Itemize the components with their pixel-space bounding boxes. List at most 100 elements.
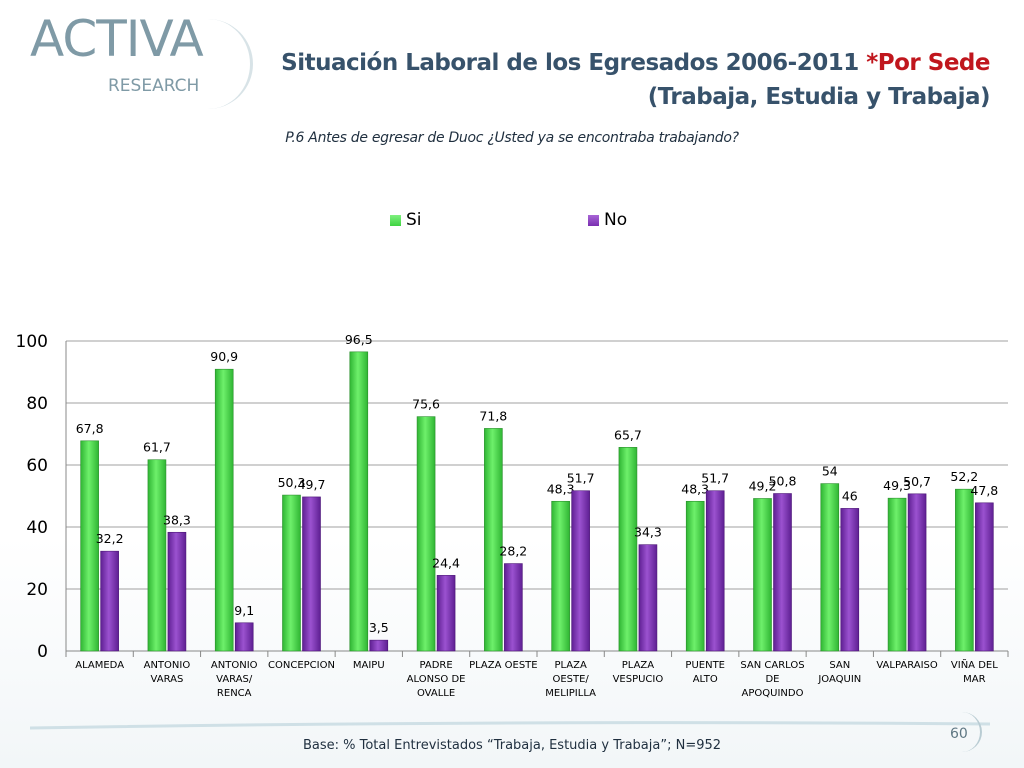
x-category-label: VIÑA DEL — [951, 658, 998, 671]
y-tick-label: 100 — [16, 332, 48, 352]
data-label-no: 3,5 — [369, 620, 389, 635]
bar-si — [551, 500, 570, 652]
legend-item-no: No — [588, 210, 627, 230]
x-category-label: PLAZA OESTE — [469, 660, 538, 671]
bar-no — [705, 490, 725, 652]
x-category-label: DE — [765, 674, 779, 685]
data-label-no: 34,3 — [634, 525, 662, 540]
bar-no — [302, 496, 321, 652]
x-category-label: MAR — [963, 674, 985, 685]
x-category-label: CONCEPCION — [268, 660, 335, 671]
bar-no — [638, 544, 658, 652]
page-number: 60 — [950, 726, 968, 742]
x-category-label: PUENTE — [685, 660, 725, 671]
x-category-label: RENCA — [217, 688, 252, 699]
x-category-label: ANTONIO — [211, 660, 258, 671]
data-label-si: 48,3 — [681, 481, 709, 496]
data-label-no: 46 — [842, 488, 858, 503]
data-label-si: 52,2 — [950, 469, 978, 484]
footer-base-note: Base: % Total Entrevistados “Trabaja, Es… — [302, 738, 722, 753]
title-accent: *Por Sede — [866, 50, 990, 76]
legend-item-si: Si — [390, 210, 422, 230]
data-label-no: 32,2 — [96, 531, 124, 546]
y-tick-label: 0 — [37, 642, 48, 662]
data-label-no: 9,1 — [234, 603, 254, 618]
data-label-si: 67,8 — [76, 421, 104, 436]
x-category-label: VESPUCIO — [613, 674, 664, 685]
y-tick-label: 20 — [26, 580, 48, 600]
data-label-si: 54 — [822, 464, 838, 479]
activa-research-logo: ACTIVA RESEARCH — [30, 10, 253, 114]
legend-swatch-si — [390, 214, 401, 226]
data-label-no: 50,8 — [769, 474, 797, 489]
slide-title: Situación Laboral de los Egresados 2006-… — [281, 46, 990, 114]
data-label-si: 71,8 — [479, 408, 507, 423]
y-tick-label: 40 — [26, 518, 48, 538]
data-label-no: 50,7 — [903, 474, 931, 489]
logo-sub-text: RESEARCH — [108, 76, 200, 96]
title-line-2: (Trabaja, Estudia y Trabaja) — [647, 84, 991, 110]
bar-si — [685, 500, 705, 652]
title-line-1: Situación Laboral de los Egresados 2006-… — [281, 46, 990, 80]
x-category-label: OVALLE — [417, 688, 455, 699]
bar-si — [820, 483, 840, 652]
x-category-label: ALTO — [693, 674, 718, 685]
bar-no — [167, 531, 187, 652]
bar-si — [416, 416, 436, 652]
data-label-si: 65,7 — [614, 427, 642, 442]
x-category-label: PLAZA — [554, 660, 587, 671]
bar-si — [618, 447, 638, 652]
bar-no — [234, 622, 254, 652]
data-label-si: 90,9 — [210, 349, 238, 364]
bar-si — [753, 498, 772, 652]
data-label-no: 51,7 — [701, 471, 729, 486]
x-category-label: PLAZA — [622, 660, 655, 671]
logo-arc — [180, 19, 253, 109]
bar-si — [282, 494, 301, 652]
bar-no — [504, 563, 523, 652]
footer-swoosh — [30, 721, 990, 730]
data-label-si: 49,2 — [749, 478, 777, 493]
data-label-si: 50,3 — [278, 475, 306, 490]
bar-no — [571, 490, 590, 652]
legend-swatch-no — [588, 214, 599, 226]
data-label-no: 28,2 — [499, 544, 527, 559]
x-category-label: MELIPILLA — [545, 688, 596, 699]
bar-no — [840, 508, 860, 652]
bar-si — [349, 351, 369, 652]
x-category-label: ALAMEDA — [75, 660, 124, 671]
bar-no — [975, 502, 994, 652]
bar-no — [907, 493, 927, 652]
x-category-label: VALPARAISO — [876, 660, 938, 671]
legend-label-si: Si — [406, 210, 422, 230]
data-label-si: 49,3 — [883, 478, 911, 493]
bar-no — [369, 639, 389, 652]
question-text: P.6 Antes de egresar de Duoc ¿Usted ya s… — [285, 130, 739, 146]
page-arc — [940, 712, 982, 752]
bar-si — [887, 497, 907, 652]
bar-no — [436, 575, 456, 652]
x-category-label: SAN CARLOS — [740, 660, 804, 671]
bar-si — [147, 459, 167, 652]
x-category-label: SAN — [829, 660, 850, 671]
data-label-no: 38,3 — [163, 512, 191, 527]
bar-si — [955, 488, 974, 652]
bar-si — [484, 428, 503, 652]
bar-no — [773, 493, 792, 652]
data-label-si: 61,7 — [143, 440, 171, 455]
legend-label-no: No — [604, 210, 628, 230]
data-label-si: 96,5 — [345, 332, 373, 347]
y-tick-label: 60 — [26, 456, 48, 476]
x-category-label: VARAS/ — [216, 674, 253, 685]
bar-no — [100, 550, 119, 652]
bar-si — [80, 440, 99, 652]
x-category-label: ANTONIO — [144, 660, 191, 671]
x-category-label: PADRE — [419, 660, 452, 671]
bar-si — [214, 368, 234, 652]
data-label-si: 75,6 — [412, 397, 440, 412]
x-category-label: MAIPU — [353, 660, 385, 671]
data-label-no: 49,7 — [298, 477, 326, 492]
logo-main-text: ACTIVA — [30, 10, 204, 68]
x-category-label: JOAQUIN — [817, 674, 861, 685]
